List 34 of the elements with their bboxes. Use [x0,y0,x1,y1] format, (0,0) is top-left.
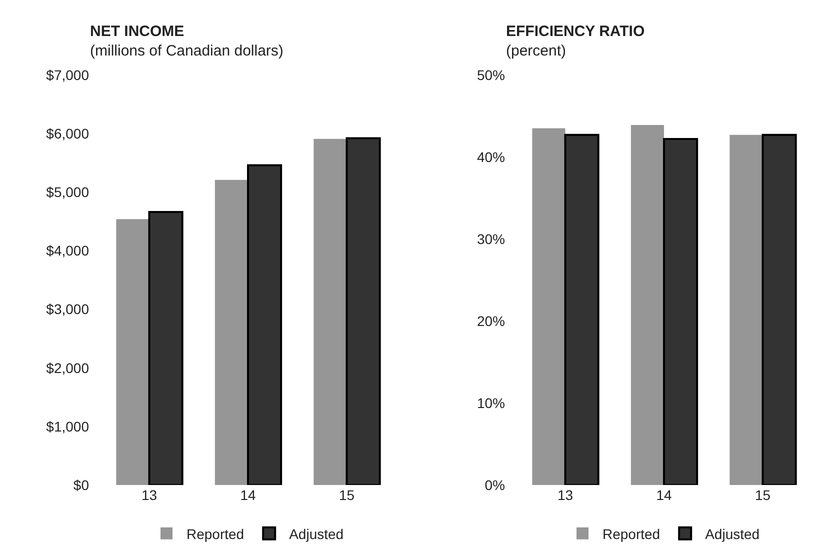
y-tick-label: $4,000 [46,242,90,259]
x-tick-label: 13 [557,487,574,503]
y-tick-label: 20% [476,312,505,329]
y-tick-label: $2,000 [46,360,90,376]
y-tick-label: 10% [476,394,505,411]
x-tick-label: 15 [754,487,771,503]
y-tick-label: 30% [476,230,505,247]
y-tick-label: $5,000 [46,184,90,200]
bar [314,138,347,485]
y-tick-label: 50% [476,66,505,83]
legend-label: Reported [602,526,660,542]
x-tick-label: 14 [656,487,672,503]
legend-label: Adjusted [705,526,760,542]
y-tick-label: $1,000 [46,418,90,434]
chart-title: NET INCOME [90,23,184,40]
y-tick-label: $0 [73,476,90,493]
bar [148,211,184,485]
chart-subtitle: (percent) [506,42,566,60]
chart-subtitle: (millions of Canadian dollars) [90,42,284,60]
x-tick-label: 13 [141,487,158,503]
y-tick-label: 0% [484,476,505,493]
legend-label: Adjusted [289,526,344,542]
x-tick-label: 14 [240,487,256,503]
y-tick-label: $6,000 [46,125,90,142]
bar [116,219,150,485]
bar [247,164,282,485]
y-tick-label: $3,000 [46,301,90,318]
bar [214,180,248,485]
x-tick-label: 15 [338,487,355,503]
y-tick-label: $7,000 [46,66,90,83]
legend-label: Reported [186,526,244,542]
y-tick-label: 40% [476,148,505,165]
bar [346,137,381,485]
chart-title: EFFICIENCY RATIO [506,23,645,40]
